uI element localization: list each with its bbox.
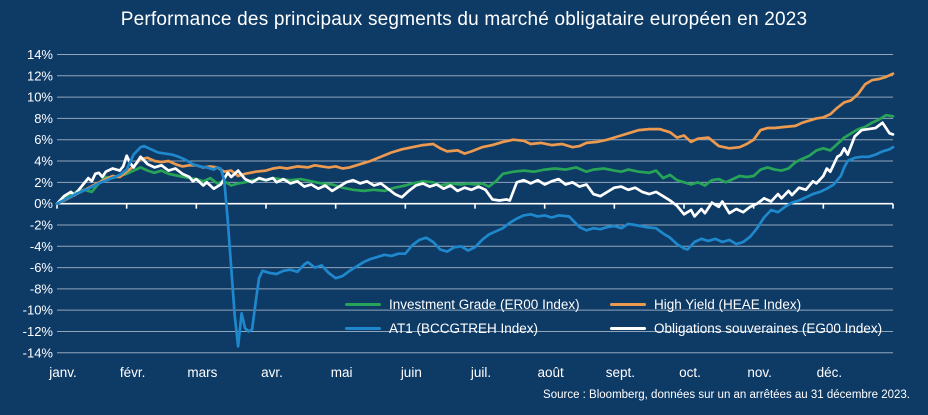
y-tick-label: 6% [34,132,53,147]
x-tick-label: oct. [679,365,701,380]
legend-label: AT1 (BCCGTREH Index) [389,321,539,336]
y-tick-label: 0% [34,196,53,211]
investment-grade-swatch-icon [345,302,381,307]
x-tick-label: mars [187,365,217,380]
series-obligations-souveraines [55,121,895,218]
y-tick-label: -6% [30,260,54,275]
legend-item-at1: AT1 (BCCGTREH Index) [345,321,538,336]
legend-label: Obligations souveraines (EG00 Index) [654,321,883,336]
legend-label: Investment Grade (ER00 Index) [389,297,580,312]
x-tick-label: janv. [48,365,77,380]
obligations-souveraines-swatch-icon [610,326,646,331]
x-tick-label: juin [400,365,422,380]
legend-item-obligations-souveraines: Obligations souveraines (EG00 Index) [610,321,882,336]
y-tick-label: 10% [27,90,53,105]
x-tick-label: nov. [747,365,772,380]
series-high-yield [55,72,895,206]
high-yield-swatch-icon [610,302,646,307]
y-tick-label: -10% [23,303,54,318]
series-at1 [55,144,895,348]
y-tick-label: -14% [23,345,54,360]
y-tick-label: 4% [34,154,53,169]
y-tick-label: -8% [30,281,54,296]
x-tick-label: déc. [817,365,843,380]
legend-item-high-yield: High Yield (HEAE Index) [610,297,801,312]
legend-label: High Yield (HEAE Index) [654,297,802,312]
y-tick-label: -2% [30,217,54,232]
y-tick-label: -4% [30,239,54,254]
y-tick-label: 14% [27,47,53,62]
x-tick-label: juil. [470,365,491,380]
y-tick-label: -12% [23,324,54,339]
y-tick-label: 2% [34,175,53,190]
x-tick-label: avr. [261,365,283,380]
chart-title: Performance des principaux segments du m… [120,9,808,30]
source-note: Source : Bloomberg, données sur un an ar… [543,389,910,401]
series-investment-grade [55,113,895,206]
y-tick-label: 8% [34,111,53,126]
at1-swatch-icon [345,326,381,331]
x-tick-label: sept. [606,365,635,380]
y-tick-label: 12% [27,68,53,83]
legend-item-investment-grade: Investment Grade (ER00 Index) [345,297,580,312]
x-tick-label: mai [331,365,353,380]
x-tick-label: févr. [120,365,146,380]
x-tick-label: août [538,365,565,380]
